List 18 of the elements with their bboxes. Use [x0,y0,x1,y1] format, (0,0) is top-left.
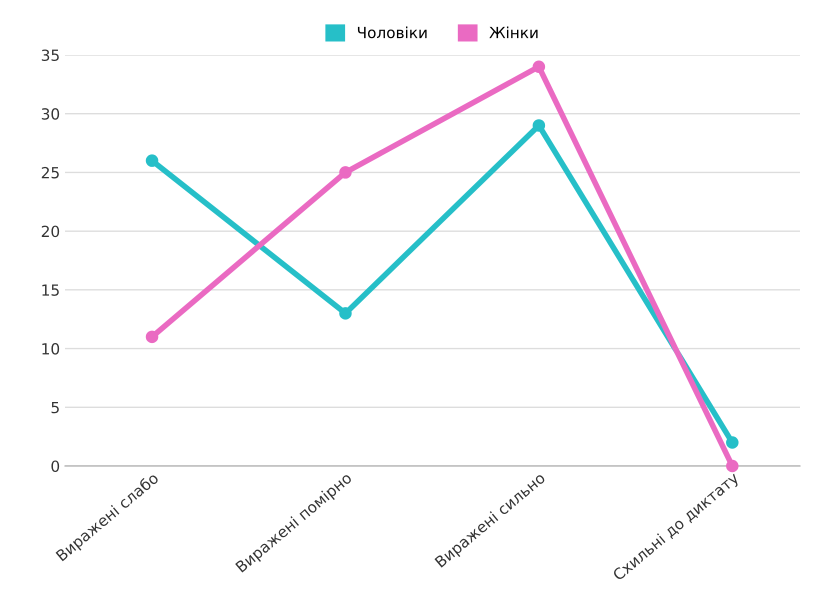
legend-label: Чоловіки [358,26,427,38]
y-tick-label: 25 [42,166,59,178]
point [726,460,739,472]
point [532,60,546,73]
point [532,119,546,132]
y-tick-label: 15 [42,284,59,296]
point [726,436,739,449]
legend-label: Жінки [489,26,538,38]
y-tick-label: 30 [42,108,60,120]
y-tick-label: 0 [51,460,60,472]
point [339,307,352,320]
y-tick-label: 20 [42,226,60,238]
y-tick-label: 35 [42,49,59,62]
y-tick-label: 10 [42,343,60,355]
y-tick-label: 5 [52,402,59,414]
point [146,154,158,167]
point [146,330,158,344]
point [339,166,352,179]
